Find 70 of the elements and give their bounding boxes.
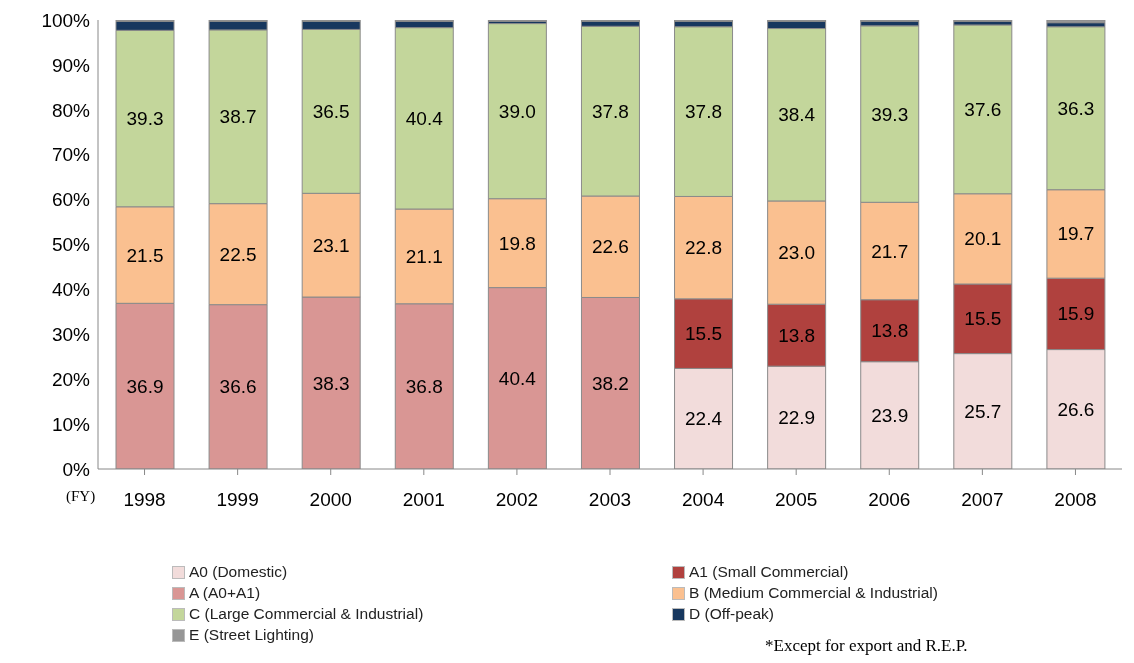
x-tick-label: 2008 (1054, 489, 1097, 511)
data-label: 26.6 (1057, 398, 1095, 420)
x-tick-label: 2000 (309, 489, 352, 511)
data-label: 39.3 (126, 108, 164, 130)
data-label: 13.8 (778, 324, 816, 346)
legend-label: B (Medium Commercial & Industrial) (689, 584, 938, 602)
data-label: 23.9 (871, 404, 909, 426)
data-label: 25.7 (964, 400, 1002, 422)
data-label: 39.3 (871, 103, 909, 125)
y-tick-label: 60% (51, 189, 91, 211)
data-label: 36.8 (405, 375, 443, 397)
y-tick-label: 40% (51, 279, 91, 301)
legend-label: A1 (Small Commercial) (689, 563, 849, 581)
data-label: 21.7 (871, 240, 909, 262)
y-tick-label: 30% (51, 324, 91, 346)
x-tick-label: 1998 (123, 489, 166, 511)
x-tick-label: 2001 (402, 489, 445, 511)
data-label: 37.8 (685, 101, 723, 123)
data-label: 40.4 (498, 367, 537, 389)
data-label: 13.8 (871, 320, 909, 342)
data-label: 22.5 (219, 243, 257, 265)
data-label: 37.6 (964, 98, 1002, 120)
data-label: 23.0 (778, 242, 816, 264)
y-tick-label: 50% (51, 234, 91, 256)
y-tick-label: 100% (41, 9, 91, 31)
x-tick-label: 2004 (681, 489, 725, 511)
x-tick-label: 2005 (775, 489, 818, 511)
y-tick-label: 80% (51, 99, 91, 121)
data-label: 38.3 (312, 372, 350, 394)
data-label: 21.1 (405, 245, 443, 267)
data-label: 36.9 (126, 375, 164, 397)
data-label: 36.5 (312, 100, 350, 122)
data-label: 19.7 (1057, 223, 1095, 245)
data-label: 38.2 (591, 372, 629, 394)
data-label: 21.5 (126, 244, 164, 266)
data-label: 22.9 (778, 407, 816, 429)
x-tick-label: 1999 (216, 489, 259, 511)
data-label: 23.1 (312, 234, 350, 256)
y-tick-label: 90% (51, 54, 91, 76)
data-label: 38.4 (778, 104, 816, 126)
data-label: 15.9 (1057, 303, 1095, 325)
legend-label: E (Street Lighting) (189, 626, 314, 644)
bar (1046, 20, 1106, 24)
x-tick-label: 2007 (961, 489, 1004, 511)
data-label: 37.8 (591, 100, 629, 122)
data-label: 40.4 (405, 107, 444, 129)
x-axis-title: (FY) (66, 488, 96, 505)
legend-label: A (A0+A1) (189, 584, 261, 602)
data-label: 19.8 (498, 232, 536, 254)
data-label: 22.8 (685, 237, 723, 259)
data-label: 38.7 (219, 106, 257, 128)
data-label: 15.5 (964, 308, 1002, 330)
legend-label: D (Off-peak) (689, 605, 774, 623)
x-tick-label: 2006 (868, 489, 911, 511)
data-label: 15.5 (685, 323, 723, 345)
x-tick-label: 2002 (495, 489, 539, 511)
data-label: 22.6 (591, 236, 629, 258)
y-tick-label: 10% (51, 413, 91, 435)
data-label: 22.4 (685, 408, 723, 430)
y-tick-label: 70% (51, 144, 91, 166)
data-label: 36.6 (219, 376, 257, 398)
x-tick-label: 2003 (588, 489, 632, 511)
y-tick-label: 0% (62, 458, 91, 480)
data-label: 36.3 (1057, 97, 1095, 119)
data-label: 20.1 (964, 228, 1002, 250)
data-label: 39.0 (498, 100, 536, 122)
legend-label: C (Large Commercial & Industrial) (189, 605, 424, 623)
legend-label: A0 (Domestic) (189, 563, 288, 581)
y-tick-label: 20% (51, 368, 91, 390)
text: *Except for export and R.E.P. (765, 636, 968, 656)
